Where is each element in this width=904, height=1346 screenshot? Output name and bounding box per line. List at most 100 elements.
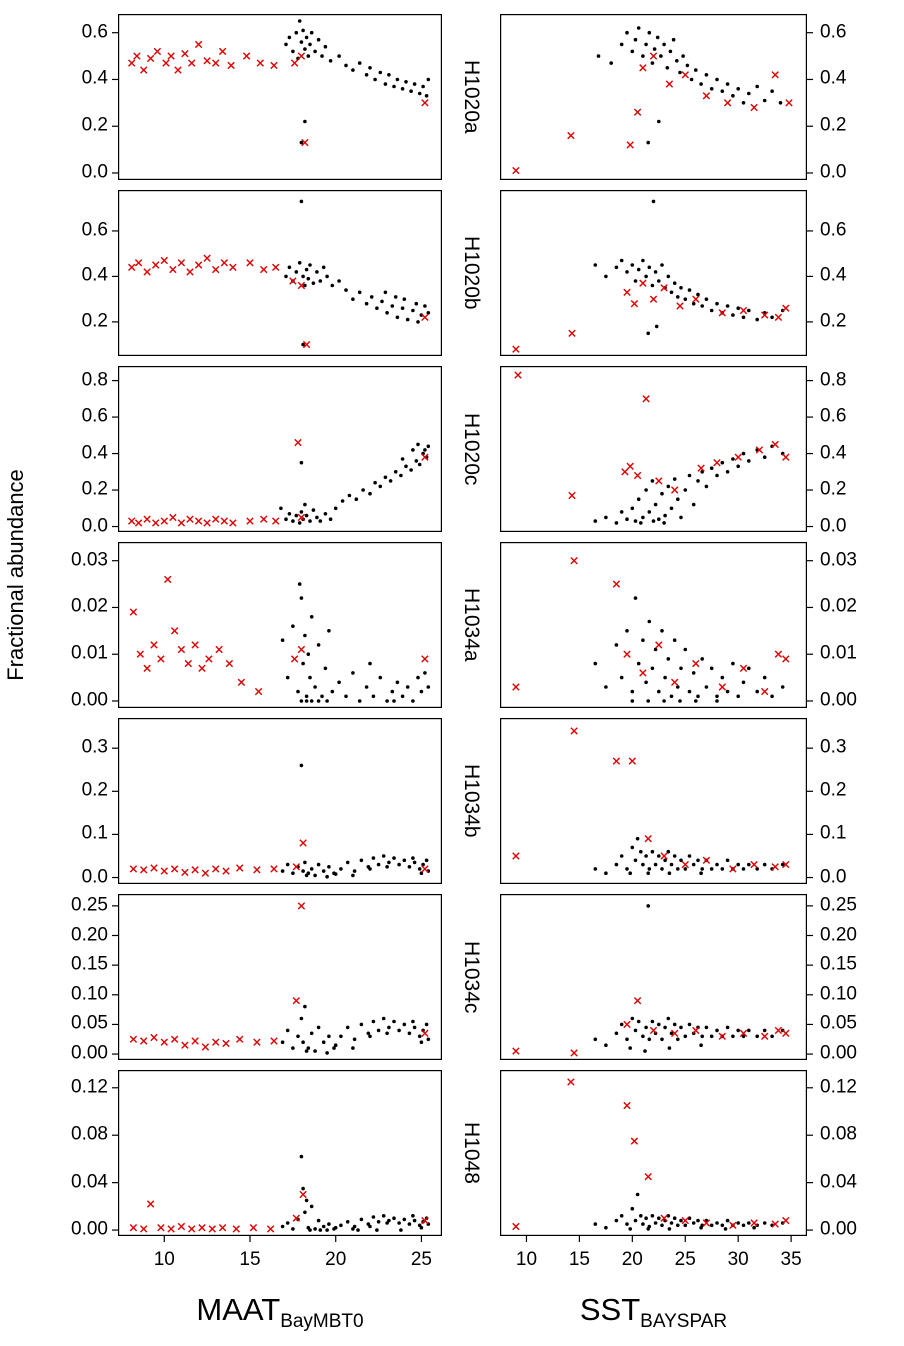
y-tick-label: 0.6 [81, 219, 108, 241]
black-points [593, 904, 785, 1053]
panel-frame [118, 366, 442, 533]
red-cross-points [128, 40, 429, 147]
row-label-h1020a: H1020a [460, 60, 483, 134]
y-tick-label: 0.0 [81, 866, 108, 888]
y-tick-label: 0.6 [820, 219, 847, 241]
y-tick-labels-left: 0.00 0.01 0.02 0.03 [30, 542, 118, 710]
y-tick-label: 0.2 [81, 310, 108, 332]
spacer [807, 1246, 887, 1280]
black-points [280, 1004, 431, 1055]
y-tick-label: 0.4 [820, 68, 847, 90]
y-tick-label: 0.2 [81, 114, 108, 136]
row-label-h1048: H1048 [460, 1122, 483, 1184]
black-points [280, 1154, 431, 1232]
black-points [593, 199, 785, 336]
scatter-plot-svg [112, 366, 442, 533]
scatter-panel-maat [112, 894, 442, 1061]
red-cross-points [128, 254, 429, 349]
y-axis-title: Fractional abundance [3, 469, 28, 681]
scatter-panel-sst [500, 190, 813, 357]
panel-frame [118, 894, 442, 1061]
spacer [442, 1246, 500, 1280]
red-cross-points [514, 371, 790, 500]
y-tick-label: 0.3 [81, 736, 108, 758]
scatter-panel-sst [500, 718, 813, 885]
x-tick-labels-maat: 10 15 20 25 [118, 1246, 442, 1280]
black-points [593, 444, 785, 525]
x-tick-label: 15 [568, 1249, 590, 1270]
y-tick-label: 0.15 [820, 953, 857, 975]
panel-frame [500, 718, 807, 885]
y-tick-label: 0.05 [71, 1012, 108, 1034]
y-tick-label: 0.6 [820, 21, 847, 43]
y-tick-label: 0.4 [820, 264, 847, 286]
y-tick-labels-right: 0.0 0.2 0.4 0.6 [807, 14, 887, 182]
y-tick-label: 0.20 [820, 924, 857, 946]
y-tick-label: 0.0 [820, 866, 847, 888]
scatter-panel-sst [500, 1070, 813, 1242]
y-tick-label: 0.6 [820, 405, 847, 427]
scatter-plot-svg [112, 542, 442, 709]
y-tick-label: 0.2 [820, 478, 847, 500]
black-points [280, 763, 431, 879]
row-label-h1034b: H1034b [460, 764, 483, 838]
tick-marks [112, 747, 118, 879]
row-label-h1020b: H1020b [460, 236, 483, 310]
y-tick-label: 0.20 [71, 924, 108, 946]
panel-frame [500, 542, 807, 709]
y-tick-label: 0.4 [820, 442, 847, 464]
y-tick-label: 0.2 [81, 478, 108, 500]
x-tick-label: 20 [325, 1249, 347, 1270]
y-tick-label: 0.0 [81, 161, 108, 183]
scatter-plot-svg [112, 1070, 442, 1242]
y-tick-labels-left: 0.0 0.2 0.4 0.6 0.8 [30, 366, 118, 536]
y-tick-labels-left: 0.00 0.05 0.10 0.15 0.20 0.25 [30, 894, 118, 1063]
red-cross-points [512, 997, 790, 1057]
y-tick-label: 0.03 [71, 549, 108, 571]
scatter-panel-maat [112, 366, 442, 533]
y-tick-label: 0.05 [820, 1012, 857, 1034]
y-tick-labels-right: 0.0 0.1 0.2 0.3 [807, 718, 887, 887]
black-points [593, 836, 785, 875]
red-cross-points [512, 279, 790, 353]
black-points [284, 199, 431, 347]
y-tick-label: 0.2 [820, 310, 847, 332]
y-tick-label: 0.00 [820, 689, 857, 711]
tick-marks [807, 230, 813, 323]
x-tick-label: 35 [780, 1249, 802, 1270]
black-points [593, 1192, 785, 1231]
y-tick-label: 0.01 [71, 642, 108, 664]
y-tick-label: 0.03 [820, 549, 857, 571]
y-tick-label: 0.04 [820, 1171, 857, 1193]
scatter-panel-maat [112, 542, 442, 709]
y-tick-label: 0.6 [81, 21, 108, 43]
y-tick-label: 0.08 [71, 1123, 108, 1145]
x-tick-label: 10 [515, 1249, 538, 1270]
y-tick-label: 0.04 [71, 1171, 108, 1193]
x-axis-title-maat: MAATBayMBT0 [118, 1290, 442, 1346]
panel-frame [500, 1070, 807, 1237]
row-label-h1034a: H1034a [460, 588, 483, 662]
scatter-plot-svg [500, 894, 813, 1061]
x-tick-label: 30 [727, 1249, 749, 1270]
y-tick-label: 0.2 [820, 779, 847, 801]
scatter-panel-maat [112, 718, 442, 885]
x-tick-labels-sst: 10 15 20 25 30 35 [500, 1246, 807, 1280]
x-axis-title-maat-sub: BayMBT0 [280, 1311, 364, 1332]
y-tick-label: 0.12 [820, 1076, 857, 1098]
y-tick-label: 0.1 [81, 822, 108, 844]
black-points [279, 442, 431, 525]
panel-grid: 0.0 0.2 0.4 0.6 H1020a 0.0 0.2 0.4 0.6 0.2 0.4 0… [30, 14, 887, 1346]
red-cross-points [512, 52, 793, 175]
scatter-plot-svg [112, 718, 442, 885]
red-cross-points [128, 438, 429, 527]
y-tick-label: 0.00 [71, 1042, 108, 1064]
red-cross-points [129, 902, 429, 1051]
x-axis-title-sst: SSTBAYSPAR [500, 1290, 807, 1346]
panel-frame [500, 14, 807, 181]
panel-frame [500, 190, 807, 357]
y-tick-label: 0.0 [81, 515, 108, 537]
y-tick-label: 0.0 [820, 161, 847, 183]
y-tick-label: 0.4 [81, 264, 108, 286]
